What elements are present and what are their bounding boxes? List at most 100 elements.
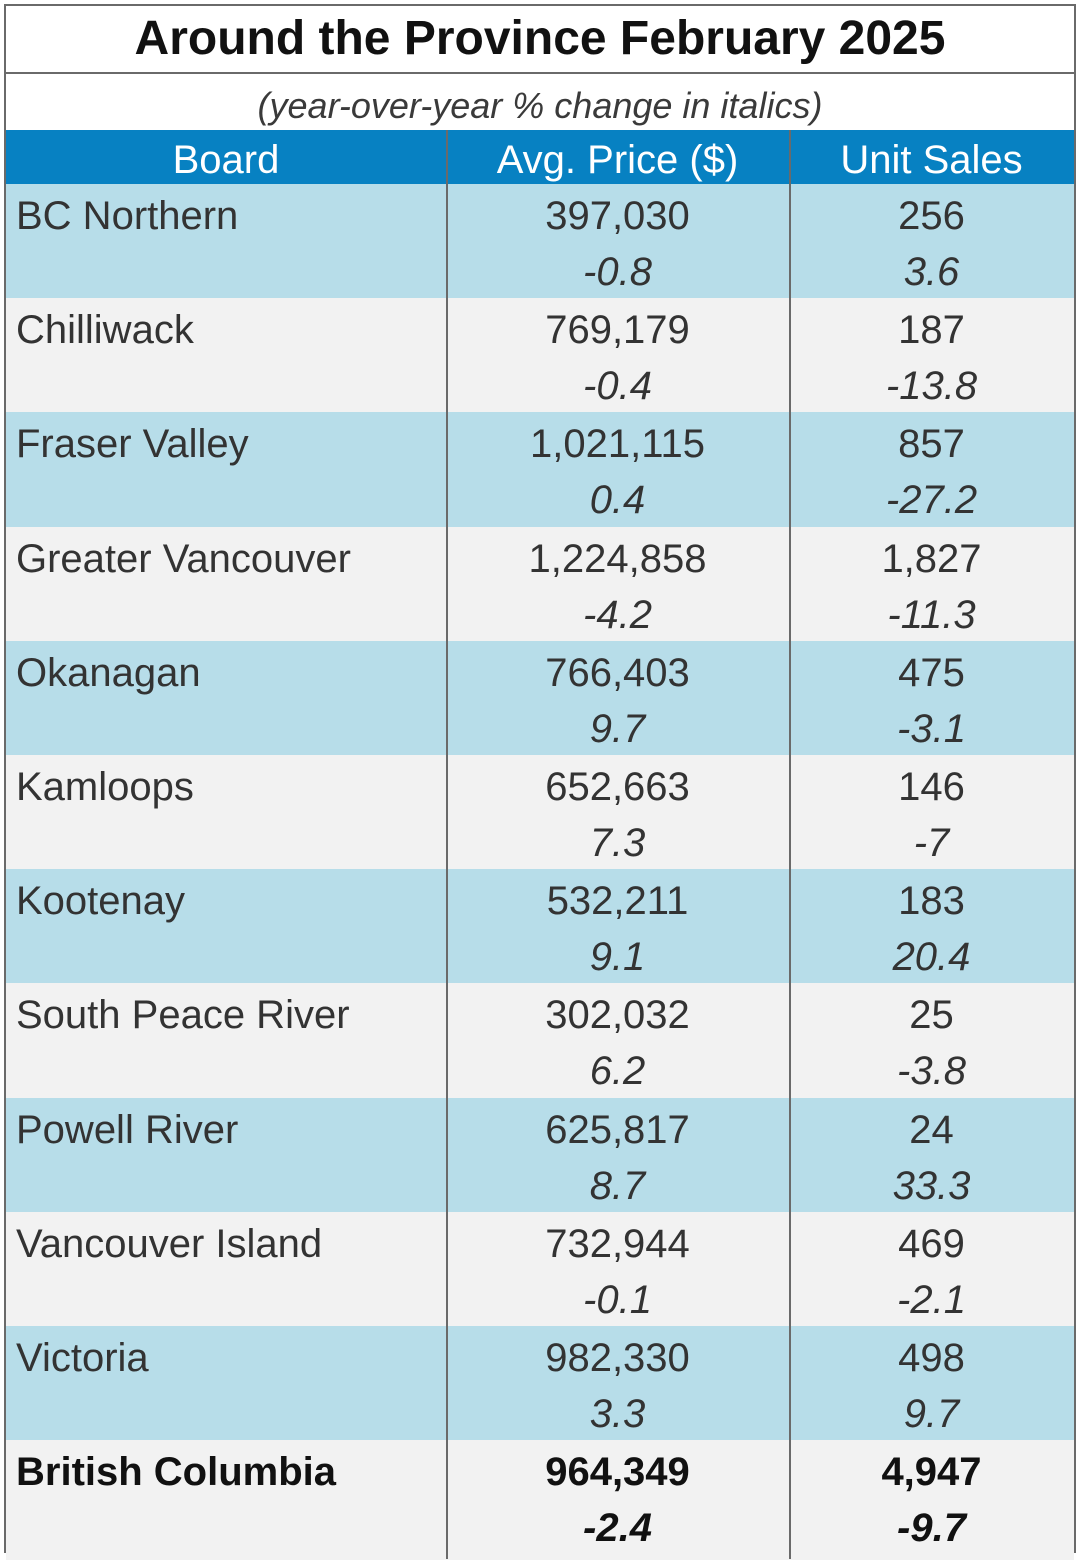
total-row: British Columbia 964,349 -2.4 4,947 -9.7 (6, 1440, 1074, 1560)
unit-sales-value: 146 (898, 764, 965, 809)
unit-sales-cell: 146 -7 (789, 755, 1074, 869)
board-cell: Okanagan (6, 641, 446, 755)
table-row: Kamloops 652,663 7.3 146 -7 (6, 754, 1074, 870)
board-name: Greater Vancouver (16, 536, 351, 581)
avg-price-change: 6.2 (589, 1049, 646, 1094)
table-row: Kootenay 532,211 9.1 183 20.4 (6, 869, 1074, 984)
board-cell: Kootenay (6, 869, 446, 983)
table-row: Powell River 625,817 8.7 24 33.3 (6, 1097, 1074, 1212)
column-divider (446, 130, 448, 1559)
avg-price-value: 652,663 (545, 764, 690, 809)
board-cell: South Peace River (6, 983, 446, 1097)
table-title: Around the Province February 2025 (6, 6, 1074, 74)
avg-price-cell: 964,349 -2.4 (446, 1440, 789, 1560)
unit-sales-value: 183 (898, 879, 965, 924)
unit-sales-value: 469 (898, 1221, 965, 1266)
unit-sales-value: 857 (898, 422, 965, 467)
unit-sales-cell: 469 -2.1 (789, 1212, 1074, 1326)
total-unit-sales-value: 4,947 (881, 1450, 982, 1495)
avg-price-value: 302,032 (545, 993, 690, 1038)
avg-price-cell: 1,021,115 0.4 (446, 412, 789, 526)
unit-sales-cell: 183 20.4 (789, 869, 1074, 983)
board-cell: Kamloops (6, 755, 446, 869)
board-name: Powell River (16, 1107, 239, 1152)
avg-price-change: -0.4 (583, 364, 652, 409)
avg-price-change: -0.1 (583, 1277, 652, 1322)
table-row: South Peace River 302,032 6.2 25 -3.8 (6, 983, 1074, 1098)
avg-price-change: 8.7 (589, 1163, 646, 1208)
avg-price-value: 532,211 (546, 879, 689, 924)
board-cell: BC Northern (6, 184, 446, 298)
table-row: Vancouver Island 732,944 -0.1 469 -2.1 (6, 1211, 1074, 1326)
board-cell: Chilliwack (6, 298, 446, 412)
avg-price-value: 766,403 (545, 650, 690, 695)
avg-price-value: 769,179 (545, 308, 690, 353)
avg-price-change: -4.2 (583, 592, 652, 637)
avg-price-value: 397,030 (545, 194, 690, 238)
avg-price-cell: 732,944 -0.1 (446, 1212, 789, 1326)
unit-sales-change: 33.3 (892, 1163, 971, 1208)
unit-sales-change: -2.1 (897, 1277, 966, 1322)
unit-sales-cell: 256 3.6 (789, 184, 1074, 298)
avg-price-cell: 769,179 -0.4 (446, 298, 789, 412)
unit-sales-change: -3.8 (897, 1049, 966, 1094)
unit-sales-cell: 498 9.7 (789, 1326, 1074, 1440)
table-row: Greater Vancouver 1,224,858 -4.2 1,827 -11… (6, 526, 1074, 641)
avg-price-change: 7.3 (589, 820, 646, 865)
column-header-board: Board (172, 138, 280, 182)
unit-sales-change: 3.6 (903, 250, 960, 294)
avg-price-change: 9.1 (589, 935, 646, 980)
unit-sales-cell: 25 -3.8 (789, 983, 1074, 1097)
unit-sales-cell: 857 -27.2 (789, 412, 1074, 526)
board-name: Chilliwack (16, 308, 194, 353)
unit-sales-change: -11.3 (887, 592, 976, 637)
board-name: Kootenay (16, 879, 186, 924)
table-header: Board Avg. Price ($) Unit Sales (6, 130, 1074, 184)
column-header-avg-price: Avg. Price ($) (496, 138, 739, 182)
table-row: Chilliwack 769,179 -0.4 187 -13.8 (6, 298, 1074, 413)
board-name: Fraser Valley (16, 422, 249, 467)
avg-price-change: 0.4 (589, 478, 646, 523)
avg-price-change: -0.8 (583, 250, 652, 294)
total-avg-price-value: 964,349 (545, 1450, 690, 1495)
avg-price-value: 1,224,858 (528, 536, 707, 581)
total-avg-price-change: -2.4 (583, 1506, 652, 1551)
total-board-name: British Columbia (16, 1450, 337, 1495)
board-name: Okanagan (16, 650, 201, 695)
board-cell: Powell River (6, 1098, 446, 1212)
unit-sales-value: 475 (898, 650, 965, 695)
board-name: BC Northern (16, 194, 239, 238)
avg-price-change: 3.3 (589, 1391, 646, 1436)
province-table: Around the Province February 2025 (year-… (4, 4, 1076, 1560)
avg-price-cell: 302,032 6.2 (446, 983, 789, 1097)
unit-sales-value: 498 (898, 1335, 965, 1380)
board-cell: Fraser Valley (6, 412, 446, 526)
board-name: South Peace River (16, 993, 350, 1038)
avg-price-cell: 652,663 7.3 (446, 755, 789, 869)
table-row: Victoria 982,330 3.3 498 9.7 (6, 1325, 1074, 1441)
unit-sales-value: 1,827 (881, 536, 982, 581)
unit-sales-change: -7 (913, 820, 950, 865)
unit-sales-change: -27.2 (885, 478, 978, 523)
unit-sales-change: 9.7 (903, 1391, 960, 1436)
unit-sales-value: 24 (909, 1107, 954, 1152)
table-body: BC Northern 397,030 -0.8 256 3.6 Chilliwac… (6, 184, 1074, 1560)
unit-sales-cell: 24 33.3 (789, 1098, 1074, 1212)
table-row: Okanagan 766,403 9.7 475 -3.1 (6, 640, 1074, 755)
avg-price-cell: 532,211 9.1 (446, 869, 789, 983)
avg-price-value: 1,021,115 (530, 422, 705, 467)
column-header-unit-sales: Unit Sales (840, 138, 1023, 182)
avg-price-cell: 1,224,858 -4.2 (446, 527, 789, 641)
board-name: Victoria (16, 1335, 149, 1380)
unit-sales-cell: 4,947 -9.7 (789, 1440, 1074, 1560)
avg-price-value: 625,817 (545, 1107, 690, 1152)
unit-sales-value: 187 (898, 308, 965, 353)
avg-price-value: 732,944 (545, 1221, 690, 1266)
unit-sales-change: -3.1 (897, 706, 966, 751)
board-cell: Victoria (6, 1326, 446, 1440)
unit-sales-cell: 1,827 -11.3 (789, 527, 1074, 641)
table-row: BC Northern 397,030 -0.8 256 3.6 (6, 184, 1074, 299)
avg-price-value: 982,330 (545, 1335, 690, 1380)
unit-sales-change: 20.4 (892, 935, 971, 980)
unit-sales-value: 25 (909, 993, 954, 1038)
